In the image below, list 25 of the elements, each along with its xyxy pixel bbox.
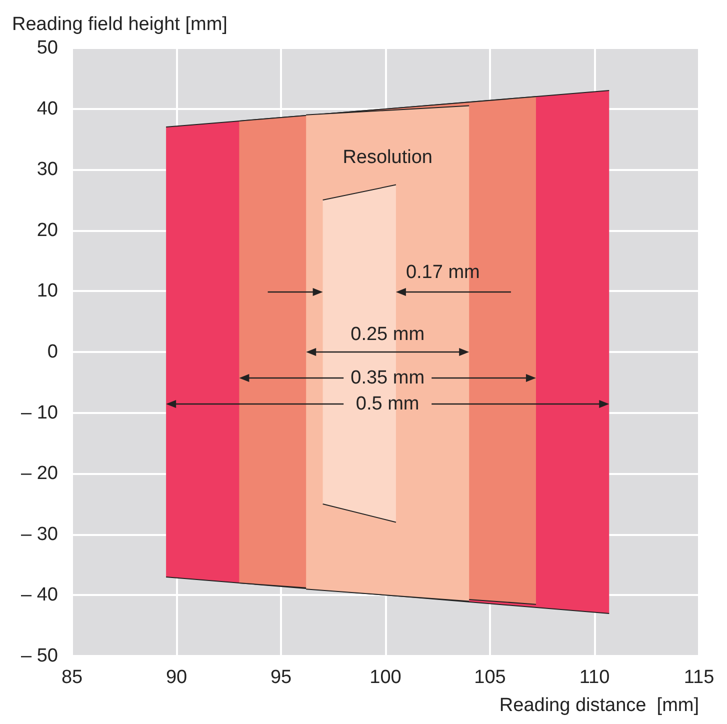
x-axis-title: Reading distance [mm] (499, 695, 699, 716)
y-tick-label: – 10 (21, 402, 58, 424)
y-tick-label: – 30 (21, 524, 58, 545)
x-tick-label: 105 (474, 667, 506, 688)
x-tick-label: 110 (579, 667, 610, 688)
y-tick-label: 10 (36, 280, 58, 302)
y-tick-label: – 40 (21, 584, 58, 606)
y-tick-label: – 50 (21, 646, 58, 666)
y-tick-label: 50 (36, 38, 58, 58)
series-label: 0.25 mm (350, 324, 425, 345)
x-tick-label: 90 (166, 667, 188, 688)
y-tick-label: 30 (36, 159, 58, 180)
text: 0.5 mm (356, 394, 420, 414)
x-tick-label: 100 (370, 667, 402, 688)
y-tick-label: – 20 (21, 463, 58, 484)
y-tick-label: 20 (36, 220, 58, 241)
series-label: 0.17 mm (406, 262, 480, 283)
x-tick-label: 85 (61, 667, 83, 688)
y-axis-title: Reading field height [mm] (12, 14, 228, 35)
x-tick-label: 115 (684, 667, 714, 688)
y-tick-label: 0 (47, 342, 58, 362)
x-tick-label: 95 (270, 667, 292, 688)
annotation: Resolution (342, 146, 432, 168)
y-tick-label: 40 (36, 98, 58, 120)
series-label: 0.35 mm (350, 368, 425, 388)
